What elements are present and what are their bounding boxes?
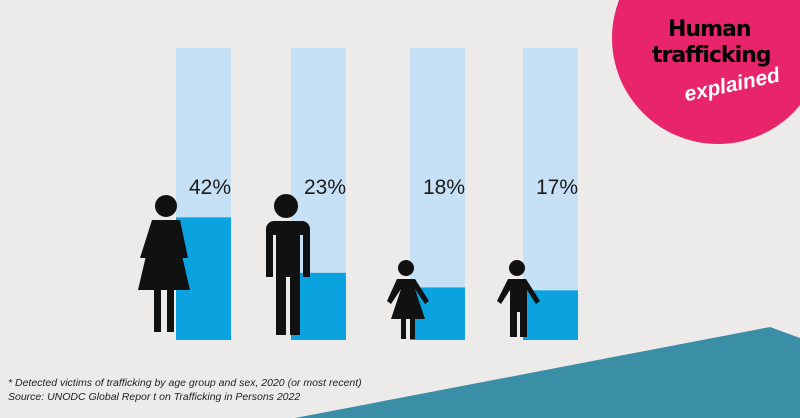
- decor-triangle: [295, 327, 800, 418]
- value-label: 18%: [423, 176, 465, 199]
- value-label: 23%: [304, 176, 346, 199]
- badge-line: trafficking: [652, 43, 771, 68]
- footnote: * Detected victims of trafficking by age…: [8, 377, 362, 389]
- woman-icon: [138, 195, 190, 332]
- badge-line: Human: [668, 17, 751, 42]
- badge-circle: [612, 0, 800, 144]
- icons: [138, 194, 540, 339]
- value-label: 42%: [189, 176, 231, 199]
- bar: [523, 290, 578, 340]
- man-icon: [266, 194, 310, 335]
- girl-icon: [387, 260, 429, 339]
- value-label: 17%: [536, 176, 578, 199]
- boy-icon: [497, 260, 540, 337]
- footnote: Source: UNODC Global Repor t on Traffick…: [8, 391, 300, 403]
- bar: [291, 272, 346, 340]
